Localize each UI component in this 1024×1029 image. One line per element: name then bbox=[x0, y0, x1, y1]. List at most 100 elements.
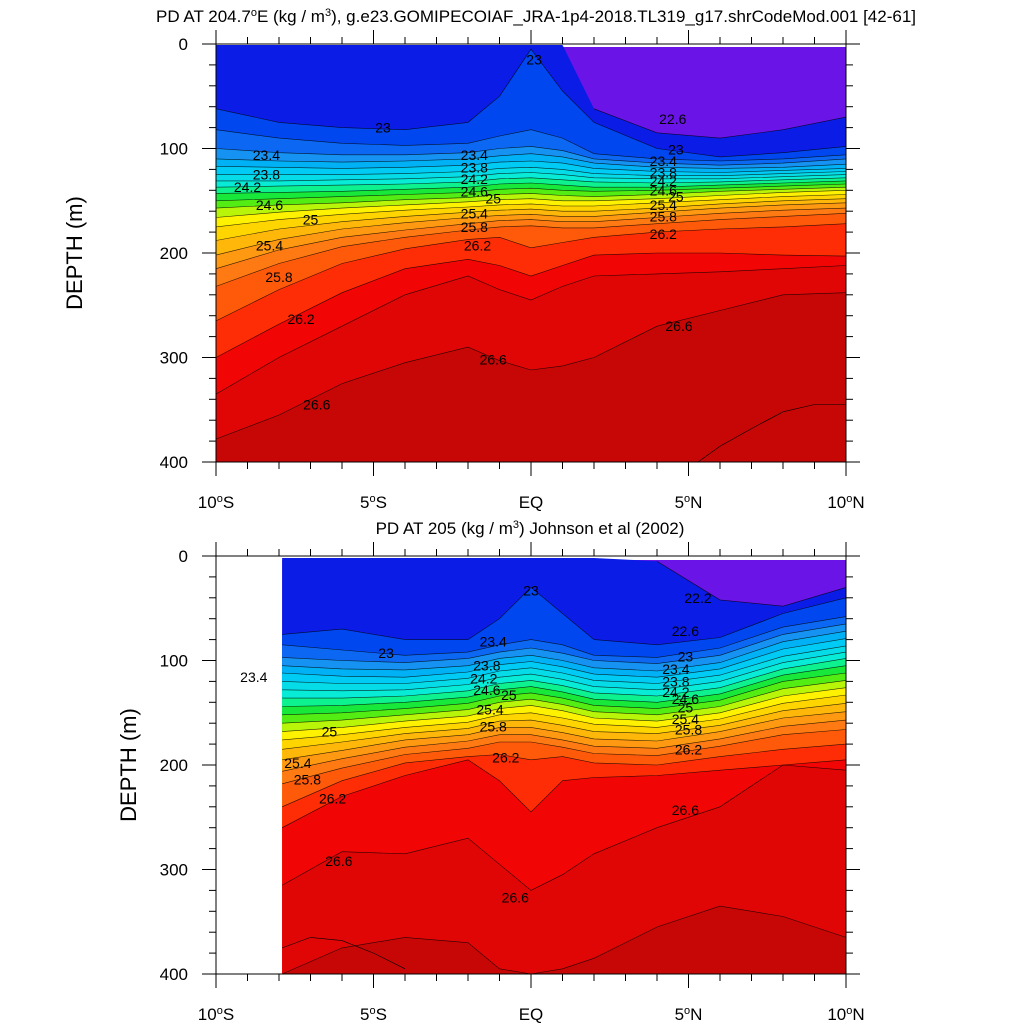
contour-line bbox=[282, 586, 847, 646]
contour-line bbox=[282, 616, 847, 658]
x-tick-label: 5oS bbox=[360, 493, 387, 512]
contour-label: 24.2 bbox=[650, 173, 677, 189]
contour-label: 23.4 bbox=[240, 669, 267, 685]
contour-line bbox=[282, 687, 847, 732]
x-axis: 10oS 5oS EQ 5oN 10oN bbox=[198, 542, 865, 1024]
contour-label: 23 bbox=[526, 52, 542, 68]
contour-line bbox=[215, 202, 847, 256]
contour-label: 25.8 bbox=[480, 718, 507, 734]
contour-line bbox=[215, 207, 847, 269]
contour-label: 26.2 bbox=[650, 226, 677, 242]
y-axis: 0 100 200 300 400 bbox=[160, 35, 860, 472]
y-tick-label: 300 bbox=[160, 349, 188, 368]
contour-line bbox=[215, 177, 847, 188]
contour-label: 23.4 bbox=[662, 661, 689, 677]
x-tick-label: 10oN bbox=[827, 493, 864, 512]
contour-line bbox=[215, 129, 847, 162]
contour-label: 24.6 bbox=[672, 691, 699, 707]
contour-label: 22.2 bbox=[684, 590, 711, 606]
contour-label: 26.2 bbox=[492, 750, 519, 766]
contour-label: 24.6 bbox=[650, 182, 677, 198]
y-tick-label: 300 bbox=[160, 861, 188, 880]
contour-plot-area: 232322.623.423.824.224.62525.425.826.226… bbox=[215, 45, 847, 463]
y-axis-label: DEPTH (m) bbox=[62, 196, 87, 310]
contour-label: 25.4 bbox=[256, 238, 283, 254]
contour-line bbox=[281, 937, 406, 970]
contour-label: 26.6 bbox=[502, 890, 529, 906]
contour-line bbox=[215, 146, 847, 166]
contour-label: 23.8 bbox=[662, 673, 689, 689]
contour-label: 23.8 bbox=[253, 167, 280, 183]
contour-line bbox=[697, 404, 846, 463]
contour-line bbox=[215, 153, 847, 169]
contour-line bbox=[215, 292, 847, 440]
y-tick-label: 0 bbox=[179, 35, 188, 54]
contour-line bbox=[215, 183, 847, 202]
y-tick-label: 100 bbox=[160, 140, 188, 159]
contour-line bbox=[593, 108, 847, 139]
contour-label: 25.4 bbox=[476, 702, 503, 718]
contour-line bbox=[282, 694, 847, 741]
contour-label: 26.2 bbox=[675, 741, 702, 757]
contour-label: 25 bbox=[322, 724, 338, 740]
contour-line bbox=[282, 638, 847, 678]
contour-label: 25 bbox=[303, 212, 319, 228]
contour-label: 26.2 bbox=[319, 790, 346, 806]
y-tick-label: 400 bbox=[160, 453, 188, 472]
contour-label: 26.6 bbox=[303, 397, 330, 413]
contour-label: 25 bbox=[501, 687, 517, 703]
contour-line bbox=[282, 680, 847, 724]
y-tick-label: 200 bbox=[160, 756, 188, 775]
contour-label: 25.8 bbox=[265, 269, 292, 285]
chart-title: PD AT 205 (kg / m3) Johnson et al (2002) bbox=[376, 519, 685, 538]
contour-label: 22.6 bbox=[659, 111, 686, 127]
contour-label: 24.2 bbox=[470, 670, 497, 686]
contour-label: 23 bbox=[678, 648, 694, 664]
contour-label: 24.2 bbox=[662, 684, 689, 700]
contour-line bbox=[282, 719, 847, 772]
contour-label: 22.6 bbox=[672, 623, 699, 639]
contour-line bbox=[281, 759, 847, 828]
contour-label: 25.8 bbox=[675, 722, 702, 738]
contour-line bbox=[215, 190, 847, 218]
contour-label: 24.2 bbox=[234, 179, 261, 195]
contour-line bbox=[215, 252, 847, 358]
contour-line bbox=[281, 905, 847, 975]
contour-label: 26.2 bbox=[287, 311, 314, 327]
contour-line bbox=[281, 743, 847, 808]
contour-label: 25.4 bbox=[461, 205, 488, 221]
contour-label: 23.4 bbox=[461, 147, 488, 163]
x-tick-label: 10oS bbox=[198, 493, 234, 512]
contour-label: 24.6 bbox=[473, 682, 500, 698]
panel-observations: PD AT 205 (kg / m3) Johnson et al (2002)… bbox=[116, 519, 865, 1024]
contour-line bbox=[215, 180, 847, 194]
panel-model: PD AT 204.7oE (kg / m3), g.e23.GOMIPECOI… bbox=[62, 7, 916, 512]
contour-line bbox=[215, 265, 847, 395]
contour-label: 25.8 bbox=[461, 219, 488, 235]
contour-label: 23 bbox=[668, 142, 684, 158]
contour-label: 25.4 bbox=[284, 755, 311, 771]
contour-label: 26.6 bbox=[665, 318, 692, 334]
contour-line bbox=[282, 729, 847, 785]
contour-label: 26.6 bbox=[325, 853, 352, 869]
y-tick-label: 100 bbox=[160, 652, 188, 671]
contour-label: 25.4 bbox=[650, 197, 677, 213]
contour-label: 23.8 bbox=[461, 159, 488, 175]
contour-label: 26.2 bbox=[464, 238, 491, 254]
x-tick-label: 10oS bbox=[198, 1005, 234, 1024]
contour-plot-area: 22.222.623232323.42525.425.826.226.623.4… bbox=[240, 558, 847, 975]
contour-label: 25 bbox=[485, 191, 501, 207]
contour-label: 23 bbox=[378, 645, 394, 661]
contour-line bbox=[282, 651, 847, 692]
contour-label: 24.6 bbox=[256, 197, 283, 213]
contour-line bbox=[282, 630, 847, 672]
contour-line bbox=[282, 711, 847, 761]
x-tick-label: 5oS bbox=[360, 1005, 387, 1024]
contour-line bbox=[215, 213, 847, 287]
contour-line bbox=[216, 166, 847, 176]
x-tick-label: EQ bbox=[519, 493, 544, 512]
contour-line bbox=[656, 560, 847, 607]
contour-label: 23.4 bbox=[253, 147, 280, 163]
contour-line bbox=[282, 703, 847, 750]
contour-line bbox=[282, 658, 847, 699]
